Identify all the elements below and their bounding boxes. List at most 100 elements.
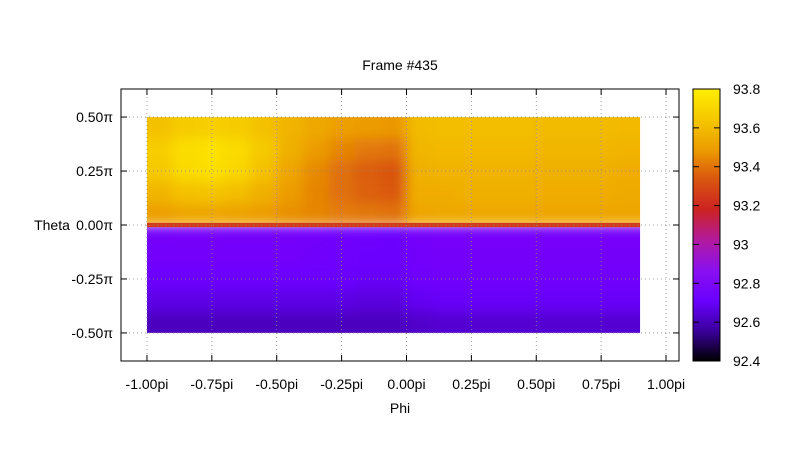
heatmap-cell bbox=[172, 268, 200, 291]
heatmap-cell bbox=[354, 160, 382, 183]
heatmap-cell bbox=[224, 181, 252, 205]
heatmap-cell bbox=[562, 289, 589, 312]
heatmap-cell bbox=[536, 181, 563, 205]
heatmap-cell bbox=[536, 246, 563, 269]
heatmap-cell bbox=[302, 181, 330, 205]
heatmap-cell bbox=[380, 138, 408, 161]
heatmap-cell bbox=[172, 289, 200, 312]
grid-lines bbox=[121, 89, 679, 361]
heatmap-cell bbox=[328, 289, 356, 312]
heatmap-cell bbox=[588, 225, 615, 248]
heatmap-cell bbox=[146, 268, 174, 291]
colorbar-tick-label: 92.4 bbox=[733, 353, 760, 369]
heatmap-cell bbox=[302, 203, 330, 225]
x-tick-label: 0.50pi bbox=[517, 376, 555, 392]
heatmap-cell bbox=[250, 311, 278, 333]
x-tick-label: -0.75pi bbox=[190, 376, 233, 392]
heatmap-cell bbox=[328, 311, 356, 333]
heatmap-cell bbox=[406, 203, 434, 225]
heatmap-cell bbox=[484, 311, 511, 333]
colorbar-tick-label: 93.6 bbox=[733, 120, 760, 136]
heatmap-cell bbox=[276, 246, 304, 269]
heatmap-cell bbox=[302, 311, 330, 333]
axis-ticks bbox=[121, 89, 679, 361]
heatmap-cell bbox=[198, 268, 226, 291]
heatmap-cell bbox=[302, 160, 330, 183]
heatmap-cell bbox=[562, 268, 589, 291]
x-tick-label: 0.00pi bbox=[387, 376, 425, 392]
heatmap-cell bbox=[536, 289, 563, 312]
heatmap-cell bbox=[302, 246, 330, 269]
heatmap-cell bbox=[562, 160, 589, 183]
heatmap-cell bbox=[146, 160, 174, 183]
colorbar-ticks bbox=[693, 88, 720, 362]
heatmap-cell bbox=[276, 138, 304, 161]
colorbar-tick-label: 93 bbox=[733, 236, 749, 252]
x-tick-label: 0.25pi bbox=[452, 376, 490, 392]
heatmap-cell bbox=[328, 181, 356, 205]
heatmap-cell bbox=[588, 203, 615, 225]
heatmap-cell bbox=[276, 117, 304, 140]
heatmap-cell bbox=[588, 181, 615, 205]
heatmap-cell bbox=[198, 160, 226, 183]
heatmap-cell bbox=[172, 246, 200, 269]
heatmap-cell bbox=[380, 289, 408, 312]
x-tick-label: -0.50pi bbox=[255, 376, 298, 392]
heatmap-cell bbox=[458, 181, 485, 205]
heatmap-cell bbox=[354, 246, 382, 269]
heatmap-cell bbox=[406, 160, 434, 183]
heatmap-cell bbox=[328, 225, 356, 248]
heatmap-cell bbox=[536, 203, 563, 225]
heatmap-cell bbox=[198, 181, 226, 205]
heatmap-cell bbox=[562, 246, 589, 269]
colorbar-tick-label: 93.8 bbox=[733, 81, 760, 97]
colorbar: 93.8 93.6 93.4 93.2 93 92.8 92.6 92.4 bbox=[692, 81, 760, 369]
heatmap-cell bbox=[458, 160, 485, 183]
heatmap-cell bbox=[146, 181, 174, 205]
heatmap-cell bbox=[302, 117, 330, 140]
heatmap-cell bbox=[380, 203, 408, 225]
heatmap-cell bbox=[250, 225, 278, 248]
heatmap-cell bbox=[250, 246, 278, 269]
heatmap-cell bbox=[224, 225, 252, 248]
heatmap-cell bbox=[562, 203, 589, 225]
colorbar-tick-labels: 93.8 93.6 93.4 93.2 93 92.8 92.6 92.4 bbox=[733, 81, 760, 369]
heatmap-cell bbox=[354, 181, 382, 205]
heatmap-cell bbox=[380, 246, 408, 269]
y-tick-label: 0.50π bbox=[76, 109, 113, 125]
heatmap-cell bbox=[276, 181, 304, 205]
heatmap-cell bbox=[224, 160, 252, 183]
y-tick-label: 0.25π bbox=[76, 163, 113, 179]
heatmap-cell bbox=[536, 138, 563, 161]
heatmap-cell bbox=[614, 268, 641, 291]
heatmap-cell bbox=[510, 138, 537, 161]
heatmap-cell bbox=[432, 225, 459, 248]
heatmap-cell bbox=[276, 203, 304, 225]
heatmap-cell bbox=[510, 225, 537, 248]
heatmap-cell bbox=[614, 138, 641, 161]
heatmap-cell bbox=[224, 311, 252, 333]
y-tick-label: -0.25π bbox=[71, 271, 113, 287]
heatmap-cell bbox=[146, 117, 174, 140]
heatmap-cell bbox=[380, 181, 408, 205]
colorbar-gradient bbox=[693, 89, 720, 361]
y-tick-labels: 0.50π 0.25π 0.00π -0.25π -0.50π bbox=[71, 109, 113, 341]
heatmap-cell bbox=[276, 225, 304, 248]
heatmap-cell bbox=[198, 225, 226, 248]
heatmap-cell bbox=[562, 311, 589, 333]
heatmap-cell bbox=[198, 117, 226, 140]
heatmap-cell bbox=[354, 311, 382, 333]
heatmap-cell bbox=[614, 160, 641, 183]
heatmap-cell bbox=[614, 117, 641, 140]
heatmap-cell bbox=[562, 225, 589, 248]
y-tick-label: 0.00π bbox=[76, 217, 113, 233]
heatmap-cell bbox=[458, 268, 485, 291]
heatmap-cell bbox=[484, 203, 511, 225]
heatmap-cell bbox=[302, 268, 330, 291]
heatmap-cell bbox=[562, 138, 589, 161]
heatmap-cell bbox=[328, 203, 356, 225]
heatmap-cell bbox=[510, 181, 537, 205]
heatmap-cell bbox=[172, 225, 200, 248]
heatmap-cell bbox=[510, 268, 537, 291]
